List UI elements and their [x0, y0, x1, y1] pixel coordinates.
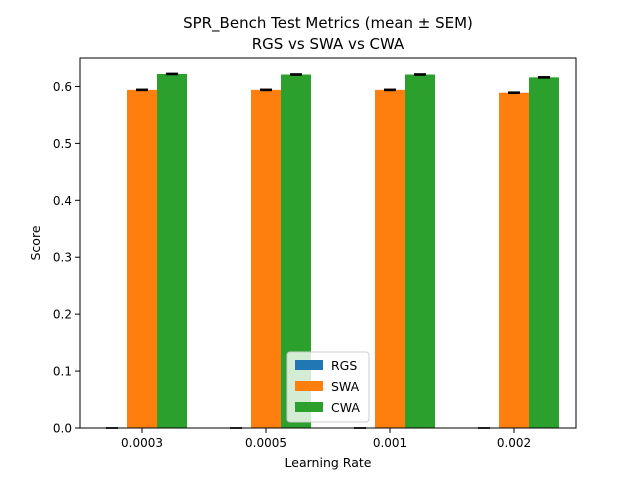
y-tick-label-6: 0.6: [53, 80, 72, 94]
plot-area: 0.0003 0.0005 0.001 0.002 0.0 0.1 0.2 0.3 0.4 0.5…: [53, 57, 577, 450]
legend-label-swa: SWA: [331, 379, 360, 394]
legend-swatch-swa: [295, 381, 323, 391]
bar-swa-2: [375, 89, 405, 428]
bar-swa-3: [499, 92, 529, 428]
legend-swatch-cwa: [295, 402, 323, 412]
y-tick-label-0: 0.0: [53, 422, 72, 436]
x-axis-label: Learning Rate: [285, 455, 372, 470]
bar-swa-0: [127, 89, 157, 428]
legend-swatch-rgs: [295, 360, 323, 370]
chart-title: SPR_Bench Test Metrics (mean ± SEM): [183, 14, 473, 33]
x-tick-label-1: 0.0005: [245, 436, 287, 450]
bar-cwa-2: [405, 74, 435, 428]
legend-label-cwa: CWA: [331, 400, 360, 415]
x-tick-label-3: 0.002: [497, 436, 531, 450]
bar-cwa-0: [157, 73, 187, 428]
y-tick-label-4: 0.4: [53, 194, 72, 208]
bar-cwa-3: [529, 77, 559, 428]
y-axis-label: Score: [28, 225, 43, 260]
chart-subtitle: RGS vs SWA vs CWA: [252, 35, 405, 53]
axes-frame: [79, 57, 577, 429]
x-tick-label-0: 0.0003: [121, 436, 163, 450]
y-tick-label-2: 0.2: [53, 308, 72, 322]
legend: RGS SWA CWA: [286, 351, 370, 423]
y-tick-label-1: 0.1: [53, 365, 72, 379]
y-tick-label-5: 0.5: [53, 137, 72, 151]
y-tick-label-3: 0.3: [53, 251, 72, 265]
x-tick-label-2: 0.001: [373, 436, 407, 450]
legend-label-rgs: RGS: [331, 358, 357, 373]
bar-swa-1: [251, 89, 281, 428]
